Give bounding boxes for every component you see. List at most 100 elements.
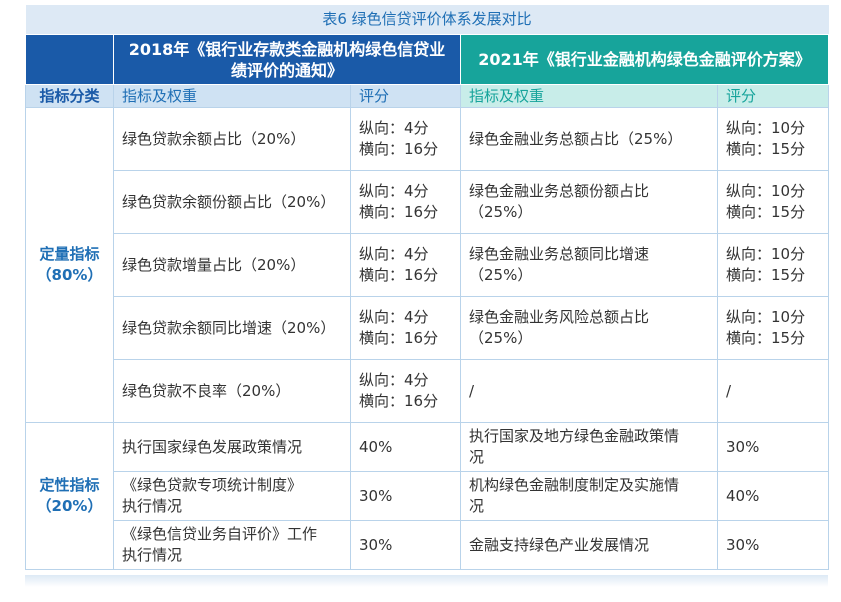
body-cell: 绿色贷款余额同比增速（20%）	[113, 296, 351, 360]
cell-line: 绿色贷款不良率（20%）	[122, 381, 291, 400]
table-title: 表6 绿色信贷评价体系发展对比	[25, 5, 829, 35]
cell-line: 纵向：10分	[726, 182, 806, 200]
cell-line: 横向：16分	[359, 392, 439, 410]
body-cell: 30%	[350, 471, 461, 521]
body-row: 绿色贷款余额同比增速（20%） 纵向：4分 横向：16分 绿色金融业务风险总额占比 （2…	[26, 296, 830, 360]
body-cell: 绿色贷款余额份额占比（20%）	[113, 170, 351, 234]
cell-line: 纵向：4分	[359, 119, 429, 137]
body-row: 定性指标 （20%） 执行国家绿色发展政策情况 40% 执行国家及地方绿色金融政策情况 3…	[25, 422, 830, 570]
cell-line: （20%）	[36, 497, 103, 515]
cell-line: 执行国家绿色发展政策情况	[122, 437, 303, 456]
cell-line: 《绿色贷款专项统计制度》	[122, 476, 303, 494]
cell-line: 30%	[726, 535, 760, 554]
body-row: 《绿色信贷业务自评价》工作 执行情况 30% 金融支持绿色产业发展情况 30%	[26, 520, 830, 570]
cell-line: 横向：16分	[359, 140, 439, 158]
cell-line: /	[726, 381, 732, 400]
cell-line: 纵向：10分	[726, 245, 806, 263]
body-cell: 绿色金融业务总额占比（25%）	[460, 107, 718, 171]
body-cell: 绿色贷款增量占比（20%）	[113, 233, 351, 297]
cell-line: 定性指标	[39, 476, 100, 494]
cell-line: 纵向：4分	[359, 371, 429, 389]
body-cell: 执行国家及地方绿色金融政策情况	[460, 422, 718, 472]
body-cell: 纵向：10分 横向：15分	[716, 233, 830, 297]
body-cell: 纵向：4分横向：16分	[350, 107, 461, 171]
cell-line: 绿色金融业务风险总额占比	[469, 308, 650, 326]
body-cell: 30%	[350, 520, 461, 570]
cell-line: 30%	[359, 486, 393, 505]
body-row: 绿色贷款增量占比（20%） 纵向：4分横向：16分 绿色金融业务总额同比增速 （25%…	[26, 233, 830, 297]
body-cell: 《绿色信贷业务自评价》工作 执行情况	[113, 520, 351, 570]
cell-line: 《绿色信贷业务自评价》工作	[122, 525, 318, 543]
subheader: 评分	[350, 84, 461, 108]
header-2021: 2021年《银行业金融机构绿色金融评价方案》	[459, 34, 830, 85]
body-cell: 金融支持绿色产业发展情况	[460, 520, 718, 570]
cell-line: /	[469, 381, 475, 400]
body-cell: 绿色金融业务风险总额占比 （25%）	[460, 296, 718, 360]
body-cell: 绿色金融业务总额份额占比 （25%）	[460, 170, 718, 234]
body-cell: 纵向：4分横向：16分	[350, 170, 461, 234]
cell-line: 绿色金融业务总额占比（25%）	[469, 129, 683, 148]
body-cell: 纵向：10分 横向：15分	[716, 296, 830, 360]
table-wrap: 表6 绿色信贷评价体系发展对比 2018年《银行业存款类金融机构绿色信贷业绩评价…	[25, 5, 830, 570]
cell-line: 横向：15分	[726, 266, 806, 284]
body-cell: 《绿色贷款专项统计制度》 执行情况	[113, 471, 351, 521]
body-row: 绿色贷款不良率（20%） 纵向：4分横向：16分 / /	[26, 359, 830, 423]
body-cell: 30%	[716, 422, 830, 472]
cell-line: 定量指标	[39, 245, 100, 263]
cell-line: 况	[469, 497, 485, 515]
bottom-strip	[25, 575, 828, 587]
cell-line: 执行国家及地方绿色金融政策情	[469, 427, 680, 445]
cell-line: 横向：15分	[726, 329, 806, 347]
body-cell: 绿色贷款不良率（20%）	[113, 359, 351, 423]
subheader-row: 指标分类 指标及权重 评分 指标及权重 评分	[25, 84, 830, 108]
subheader: 评分	[716, 84, 830, 108]
body-row: 《绿色贷款专项统计制度》 执行情况 30% 机构绿色金融制度制定及实施情况 40%	[26, 471, 830, 521]
body-cell: 绿色贷款余额占比（20%）	[113, 107, 351, 171]
body-cell: 绿色金融业务总额同比增速 （25%）	[460, 233, 718, 297]
cell-line: 执行情况	[122, 546, 183, 564]
cell-line: 机构绿色金融制度制定及实施情	[469, 476, 680, 494]
cell-line: 横向：16分	[359, 329, 439, 347]
cell-line: 纵向：10分	[726, 119, 806, 137]
header-2018: 2018年《银行业存款类金融机构绿色信贷业绩评价的通知》	[113, 34, 461, 85]
cell-line: 横向：15分	[726, 203, 806, 221]
title-row: 表6 绿色信贷评价体系发展对比	[25, 5, 829, 35]
cell-line: 纵向：4分	[359, 182, 429, 200]
cell-line: 横向：16分	[359, 203, 439, 221]
cell-line: 40%	[359, 437, 393, 456]
cell-line: 30%	[726, 437, 760, 456]
header-row: 2018年《银行业存款类金融机构绿色信贷业绩评价的通知》 2021年《银行业金融…	[25, 34, 830, 85]
cell-line: 纵向：4分	[359, 308, 429, 326]
body-cell: 执行国家绿色发展政策情况	[113, 422, 351, 472]
cell-line: 横向：16分	[359, 266, 439, 284]
cell-line: 金融支持绿色产业发展情况	[469, 535, 650, 554]
body-cell: 纵向：10分 横向：15分	[716, 107, 830, 171]
group-label: 定量指标 （80%）	[25, 107, 114, 423]
body-cell: 纵向：4分横向：16分	[350, 296, 461, 360]
body-cell: 纵向：4分横向：16分	[350, 359, 461, 423]
body-cell: 机构绿色金融制度制定及实施情况	[460, 471, 718, 521]
cell-line: 绿色贷款余额份额占比（20%）	[122, 192, 336, 211]
cell-line: 纵向：4分	[359, 245, 429, 263]
body-cell: /	[460, 359, 718, 423]
header-blank	[25, 34, 114, 85]
body-cell: 40%	[716, 471, 830, 521]
subheader: 指标及权重	[460, 84, 718, 108]
cell-line: 绿色贷款余额占比（20%）	[122, 129, 306, 148]
cell-line: （25%）	[469, 266, 533, 284]
comparison-table: 表6 绿色信贷评价体系发展对比 2018年《银行业存款类金融机构绿色信贷业绩评价…	[25, 5, 830, 570]
cell-line: 绿色贷款增量占比（20%）	[122, 255, 306, 274]
cell-line: 横向：15分	[726, 140, 806, 158]
cell-line: 纵向：10分	[726, 308, 806, 326]
body-row: 绿色贷款余额份额占比（20%） 纵向：4分 横向：16分 绿色金融业务总额份额占比 （2…	[26, 170, 830, 234]
subheader: 指标分类	[25, 84, 114, 108]
cell-line: 绿色金融业务总额份额占比	[469, 182, 650, 200]
subheader: 指标及权重	[113, 84, 351, 108]
cell-line: 40%	[726, 486, 760, 505]
cell-line: 30%	[359, 535, 393, 554]
cell-line: （25%）	[469, 329, 533, 347]
body-cell: 40%	[350, 422, 461, 472]
cell-line: 执行情况	[122, 497, 183, 515]
body-cell: 纵向：10分 横向：15分	[716, 170, 830, 234]
